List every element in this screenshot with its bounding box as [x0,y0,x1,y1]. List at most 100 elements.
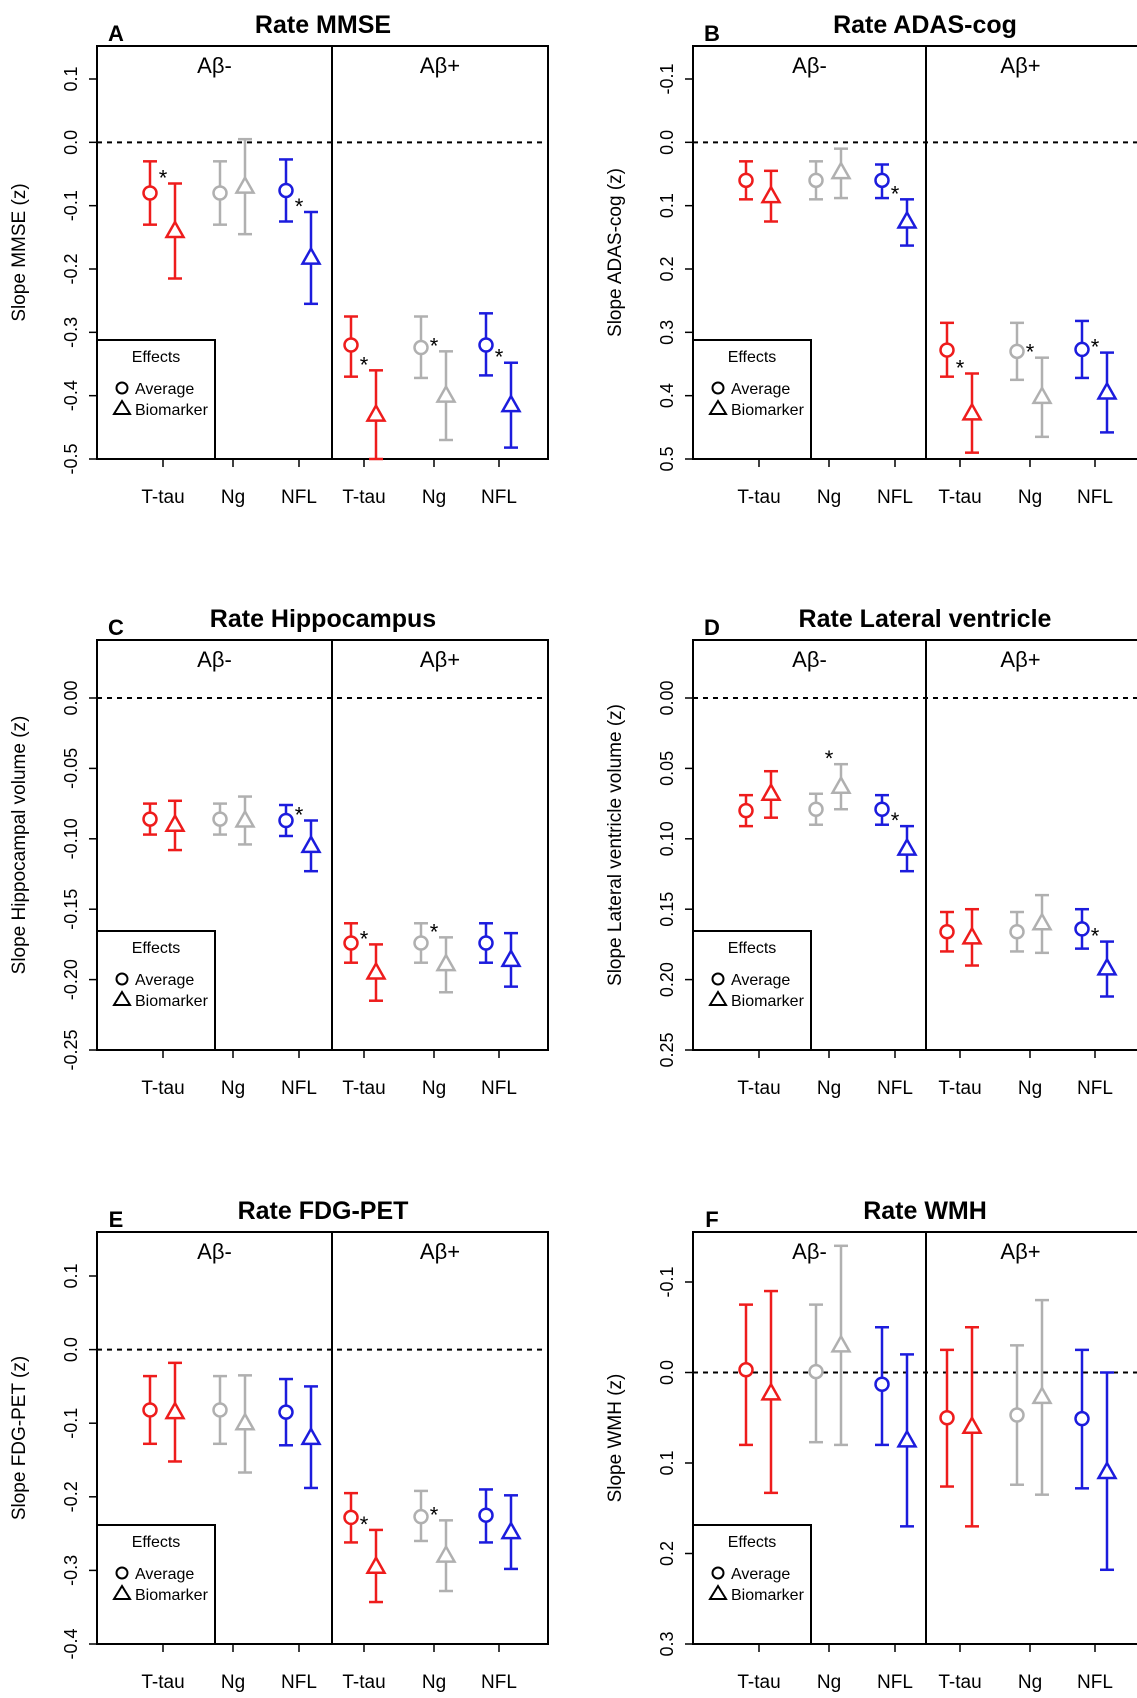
x-category-label: NFL [481,1672,517,1693]
average-marker [738,172,754,189]
legend: Effects Average Biomarker [96,339,216,460]
y-tick-label: 0.1 [657,1450,677,1475]
y-tick-label: 0.0 [61,130,81,155]
biomarker-marker [830,160,852,180]
x-category-label: Ng [221,1672,245,1693]
data-point-pair: * [413,315,457,442]
average-marker [808,801,824,817]
legend-item-average: Average [731,381,790,398]
data-point-pair: * [808,746,852,826]
legend-box [692,1524,812,1645]
chart-title: Rate FDG-PET [238,1197,409,1225]
legend-item-average: Average [731,972,790,989]
average-marker [874,801,890,817]
y-tick-label: 0.10 [657,821,677,856]
legend-triangle-icon [112,990,132,1006]
group-label: Aβ- [197,1239,232,1264]
legend-circle-icon [711,972,725,986]
y-tick-label: 0.0 [61,1337,81,1362]
biomarker-marker [961,925,983,945]
biomarker-marker [300,834,322,854]
biomarker-marker [435,384,457,403]
panel-e: Rate FDG-PET E Aβ- Aβ+ 0.1 0.0 -0.1 -0.2 -0.3 -0.… [9,1197,549,1693]
average-marker [874,172,890,189]
panel-letter: C [108,615,124,640]
legend-item-biomarker: Biomarker [135,1587,209,1604]
plot-frame [96,45,549,460]
data-point-pair: * [413,919,457,994]
average-marker [343,1509,359,1526]
significance-star: * [891,808,900,833]
x-category-label: NFL [281,487,317,508]
data-point-pair: * [1074,907,1118,998]
x-category-label: NFL [281,1078,317,1099]
biomarker-marker [896,1428,918,1448]
significance-star: * [360,926,369,951]
x-category-label: T-tau [737,1078,780,1099]
legend-item-biomarker: Biomarker [135,993,209,1010]
legend: Effects Average Biomarker [96,930,216,1051]
biomarker-marker [365,403,387,422]
data-point-pair: * [142,160,186,280]
y-tick-label: -0.3 [61,1555,81,1586]
legend-box [692,339,812,460]
y-tick-label: 0.00 [61,680,81,715]
legend-title: Effects [728,940,777,957]
data-point-pair [212,1374,256,1474]
panel-f: Rate WMH F Aβ- Aβ+ -0.1 0.0 0.1 0.2 0.3 Slope WMH… [605,1197,1137,1693]
average-marker [142,1402,158,1418]
average-marker [343,935,359,951]
x-category-label: NFL [877,1078,913,1099]
group-label: Aβ+ [1000,53,1040,78]
average-marker [738,802,754,819]
biomarker-marker [760,1381,782,1401]
legend-item-average: Average [135,381,194,398]
y-tick-label: 0.1 [657,193,677,218]
legend-box [96,1524,216,1645]
x-category-label: T-tau [141,487,184,508]
legend: Effects Average Biomarker [692,1524,812,1645]
x-category-label: Ng [422,1078,446,1099]
average-marker [212,185,228,201]
y-tick-label: -0.2 [61,253,81,284]
plot-frame [96,1231,549,1645]
legend: Effects Average Biomarker [692,930,812,1051]
average-marker [874,1376,890,1393]
biomarker-marker [300,1426,322,1446]
x-category-label: T-tau [737,1672,780,1693]
data-point-pair [808,1244,852,1447]
biomarker-marker [365,1555,387,1574]
average-marker [278,812,294,829]
biomarker-marker [500,948,522,968]
data-point-pair [478,922,522,988]
average-marker [738,1362,754,1378]
x-category-label: Ng [221,487,245,508]
legend-item-average: Average [731,1566,790,1583]
legend-box [96,339,216,460]
average-marker [939,1410,955,1426]
y-tick-label: 0.2 [657,256,677,281]
x-category-label: T-tau [938,1672,981,1693]
biomarker-marker [830,775,852,794]
y-tick-label: -0.20 [61,959,81,1000]
average-marker [478,1507,494,1523]
significance-star: * [1091,924,1100,949]
significance-star: * [360,352,369,377]
average-marker [212,811,228,827]
y-tick-label: -0.2 [61,1481,81,1512]
x-category-label: T-tau [342,1078,385,1099]
x-category-label: NFL [1077,487,1113,508]
legend-circle-icon [711,381,725,395]
biomarker-marker [1031,911,1053,931]
y-tick-label: -0.15 [61,889,81,930]
chart-title: Rate ADAS-cog [833,11,1017,39]
biomarker-marker [164,1400,186,1420]
group-label: Aβ- [792,53,827,78]
data-point-pair [212,795,256,846]
average-marker [478,935,494,951]
data-point-pair: * [343,922,387,1002]
y-tick-label: 0.1 [61,1263,81,1288]
legend-title: Effects [132,1534,181,1551]
significance-star: * [430,919,439,944]
